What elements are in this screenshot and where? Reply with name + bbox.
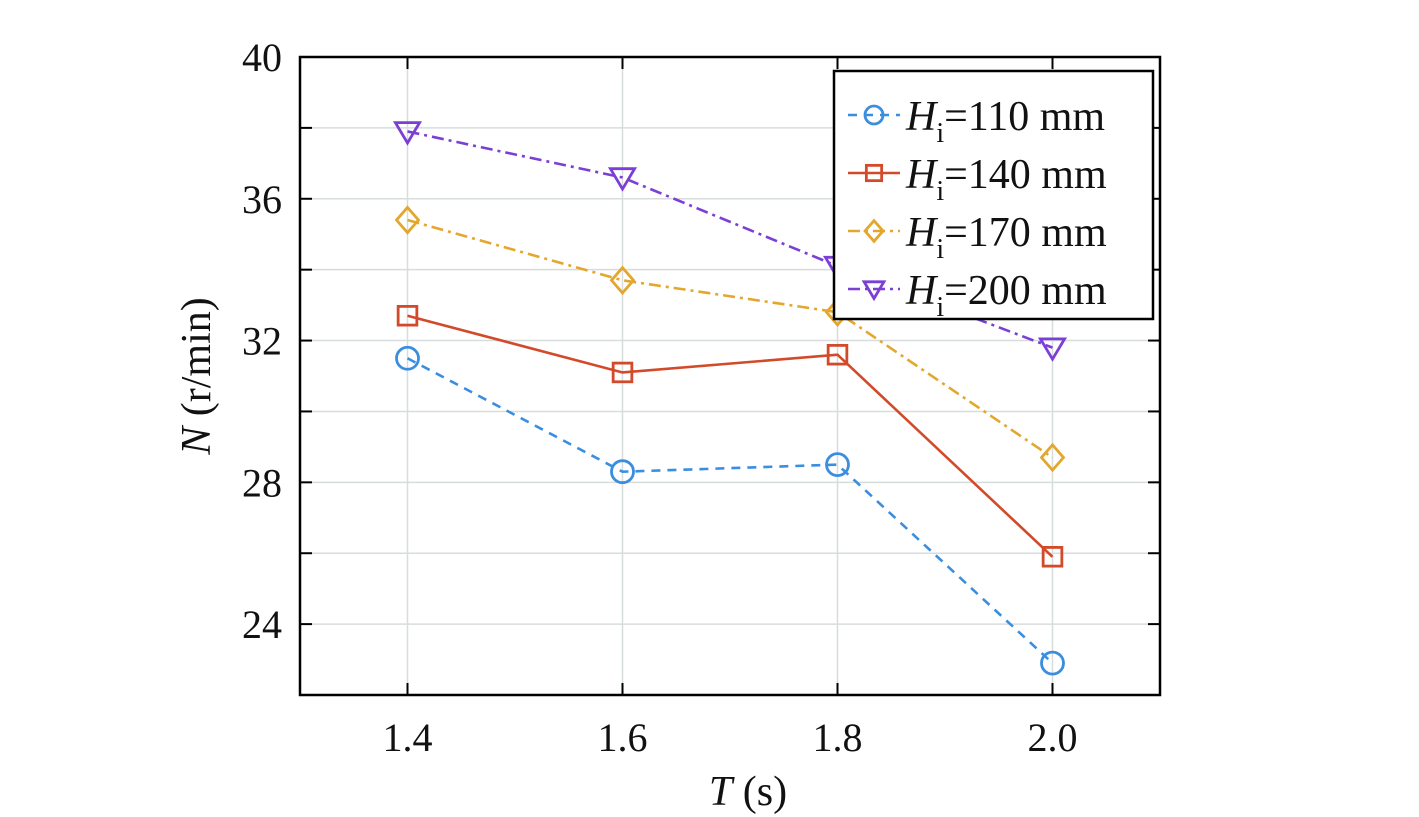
x-tick-label: 1.4 bbox=[383, 715, 433, 760]
series-line bbox=[406, 357, 1054, 665]
data-point-marker bbox=[607, 167, 638, 192]
series-0 bbox=[395, 345, 1065, 676]
x-tick-label: 1.8 bbox=[813, 715, 863, 760]
data-point-marker bbox=[611, 361, 634, 384]
y-tick-label: 32 bbox=[242, 319, 282, 364]
x-tick-label: 2.0 bbox=[1028, 715, 1078, 760]
x-tick-label: 1.6 bbox=[598, 715, 648, 760]
data-point-marker bbox=[826, 343, 849, 366]
y-tick-label: 28 bbox=[242, 460, 282, 505]
y-tick-label: 24 bbox=[242, 602, 282, 647]
x-axis-unit: (s) bbox=[732, 769, 787, 815]
data-point-marker bbox=[394, 205, 421, 235]
data-point-marker bbox=[1039, 442, 1066, 473]
legend-marker bbox=[861, 280, 887, 302]
data-point-marker bbox=[610, 459, 635, 485]
legend-marker bbox=[863, 218, 885, 244]
series-1 bbox=[396, 304, 1064, 568]
data-point-marker bbox=[1040, 650, 1065, 676]
data-point-marker bbox=[609, 265, 636, 296]
data-point-marker bbox=[395, 345, 420, 371]
legend-label: Hi=110 mm bbox=[905, 94, 1105, 149]
plot-frame bbox=[298, 55, 1162, 697]
y-axis-variable: N bbox=[174, 425, 220, 456]
data-point-marker bbox=[396, 304, 419, 327]
legend-marker bbox=[863, 104, 885, 126]
x-axis-label: T (s) bbox=[709, 769, 787, 815]
legend-box bbox=[832, 69, 1155, 321]
data-point-marker bbox=[1037, 337, 1068, 362]
y-axis-unit: (r/min) bbox=[174, 297, 220, 426]
legend-label: Hi=200 mm bbox=[905, 268, 1107, 323]
legend-label: Hi=170 mm bbox=[905, 210, 1107, 265]
legend-marker bbox=[864, 163, 884, 183]
legend-label: Hi=140 mm bbox=[905, 152, 1107, 207]
x-axis-variable: T bbox=[709, 769, 735, 815]
series-line bbox=[407, 218, 1054, 459]
series-group bbox=[392, 121, 1068, 676]
y-tick-label: 40 bbox=[242, 35, 282, 80]
data-point-marker bbox=[825, 452, 850, 478]
y-axis-label: N (r/min) bbox=[174, 297, 220, 455]
y-tick-label: 36 bbox=[242, 177, 282, 222]
data-point-marker bbox=[1041, 546, 1064, 568]
axis-ticks: 1.4 1.6 1.8 2.0 24 28 32 36 40 bbox=[242, 35, 1160, 760]
series-line bbox=[407, 314, 1054, 558]
data-point-marker bbox=[392, 121, 423, 146]
